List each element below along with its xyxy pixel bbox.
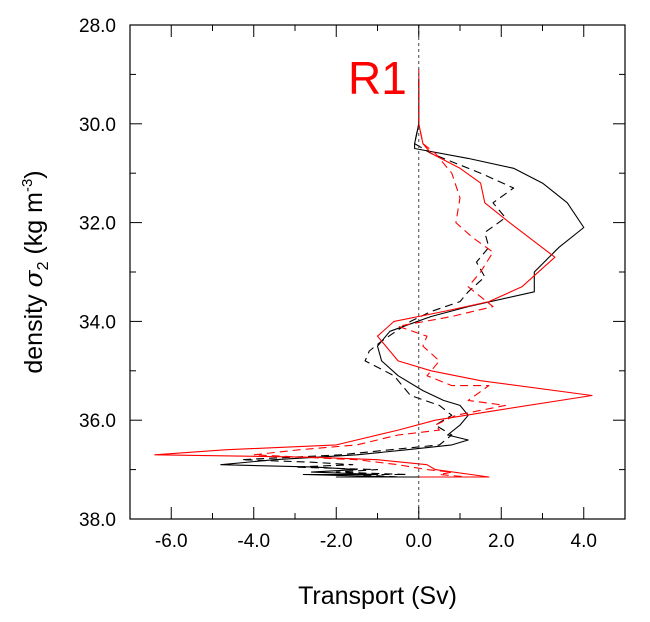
y-axis-label: density σ2 (kg m-3) — [19, 170, 52, 373]
y-tick-label: 34.0 — [79, 312, 116, 333]
y-axis-label-prefix: density — [20, 287, 48, 373]
y-axis-label-units: (kg m — [20, 192, 48, 261]
panel-label: R1 — [348, 52, 407, 104]
y-tick-label: 36.0 — [79, 411, 116, 432]
x-tick-label: 4.0 — [571, 531, 597, 552]
y-tick-label: 32.0 — [79, 214, 116, 235]
ticks-layer: -6.0 -4.0 -2.0 0.0 2.0 4.0 28.0 30.0 32.0 34.0 36.… — [79, 16, 626, 552]
series-line-2 — [240, 79, 515, 478]
y-tick-label: 28.0 — [79, 16, 116, 37]
y-axis-label-symbol: σ — [19, 269, 48, 287]
series-line-4 — [253, 79, 506, 478]
y-axis-label-units-close: ) — [20, 170, 48, 178]
y-tick-label: 30.0 — [79, 115, 116, 136]
y-tick-label: 38.0 — [79, 510, 116, 531]
x-tick-label: 2.0 — [488, 531, 514, 552]
series-layer — [154, 69, 593, 478]
x-tick-label: -6.0 — [155, 531, 188, 552]
series-line-3 — [154, 69, 593, 478]
x-axis-label: Transport (Sv) — [298, 582, 457, 610]
y-axis-label-subscript: 2 — [35, 261, 52, 270]
series-line-1 — [220, 79, 585, 478]
x-tick-label: -4.0 — [237, 531, 270, 552]
x-tick-label: 0.0 — [406, 531, 432, 552]
y-axis-label-units-superscript: -3 — [19, 179, 36, 192]
x-tick-label: -2.0 — [320, 531, 353, 552]
